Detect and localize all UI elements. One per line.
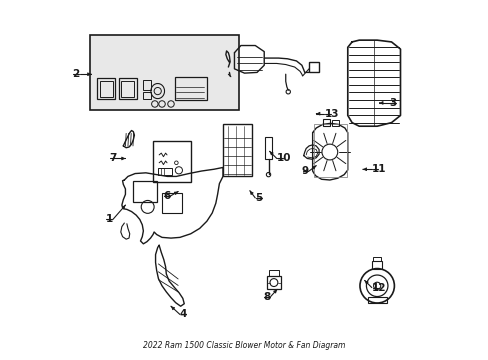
Bar: [132, 181, 157, 202]
Bar: [323, 119, 329, 126]
Bar: [142, 80, 150, 90]
Bar: [308, 62, 319, 72]
Text: 4: 4: [180, 310, 187, 319]
Bar: [160, 168, 164, 175]
Text: 7: 7: [109, 153, 116, 163]
Text: 12: 12: [371, 283, 386, 293]
Text: 2: 2: [72, 69, 80, 79]
Bar: [223, 125, 252, 176]
Bar: [314, 124, 346, 177]
Bar: [153, 140, 190, 182]
Text: 1: 1: [105, 215, 113, 224]
Bar: [119, 78, 137, 99]
Bar: [174, 77, 206, 100]
Bar: [371, 261, 382, 269]
Text: 13: 13: [324, 109, 338, 119]
Text: 5: 5: [255, 193, 262, 203]
Bar: [268, 270, 278, 276]
Bar: [121, 81, 134, 97]
Bar: [100, 81, 113, 97]
Bar: [266, 276, 281, 289]
Text: 11: 11: [371, 164, 386, 174]
Bar: [97, 78, 115, 99]
Text: 6: 6: [163, 191, 170, 201]
Bar: [142, 92, 150, 99]
Text: 3: 3: [389, 98, 396, 108]
Bar: [332, 120, 338, 126]
Text: 9: 9: [301, 166, 308, 176]
Bar: [367, 297, 386, 303]
Bar: [265, 137, 271, 159]
Text: 2022 Ram 1500 Classic Blower Motor & Fan Diagram: 2022 Ram 1500 Classic Blower Motor & Fan…: [143, 341, 345, 350]
Text: 8: 8: [263, 292, 270, 302]
Bar: [162, 193, 182, 213]
Text: 10: 10: [276, 153, 291, 163]
Bar: [372, 257, 381, 261]
Bar: [90, 35, 239, 110]
Bar: [158, 168, 172, 175]
